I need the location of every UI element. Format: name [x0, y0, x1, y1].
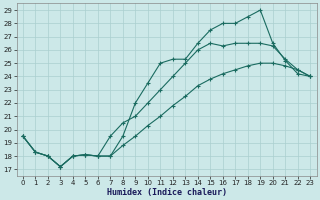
X-axis label: Humidex (Indice chaleur): Humidex (Indice chaleur) — [107, 188, 227, 197]
